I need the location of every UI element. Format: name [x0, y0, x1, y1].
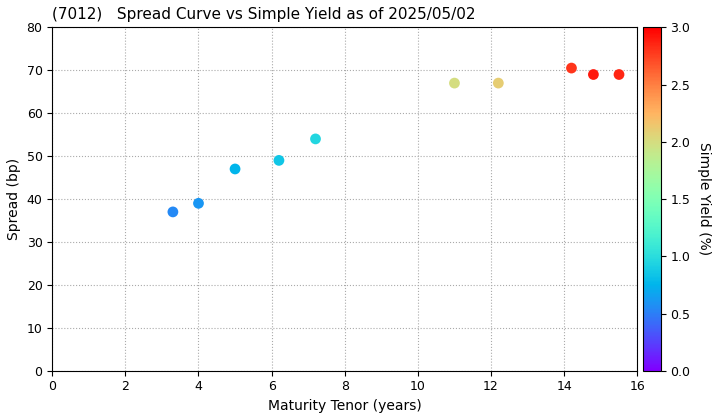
- Y-axis label: Simple Yield (%): Simple Yield (%): [697, 142, 711, 256]
- Point: [229, 165, 240, 172]
- Point: [588, 71, 599, 78]
- Point: [273, 157, 284, 164]
- Point: [449, 80, 460, 87]
- Point: [167, 209, 179, 215]
- Y-axis label: Spread (bp): Spread (bp): [7, 158, 21, 240]
- Point: [566, 65, 577, 71]
- Point: [492, 80, 504, 87]
- Point: [613, 71, 625, 78]
- Text: (7012)   Spread Curve vs Simple Yield as of 2025/05/02: (7012) Spread Curve vs Simple Yield as o…: [53, 7, 476, 22]
- Point: [310, 136, 321, 142]
- Point: [193, 200, 204, 207]
- X-axis label: Maturity Tenor (years): Maturity Tenor (years): [268, 399, 422, 413]
